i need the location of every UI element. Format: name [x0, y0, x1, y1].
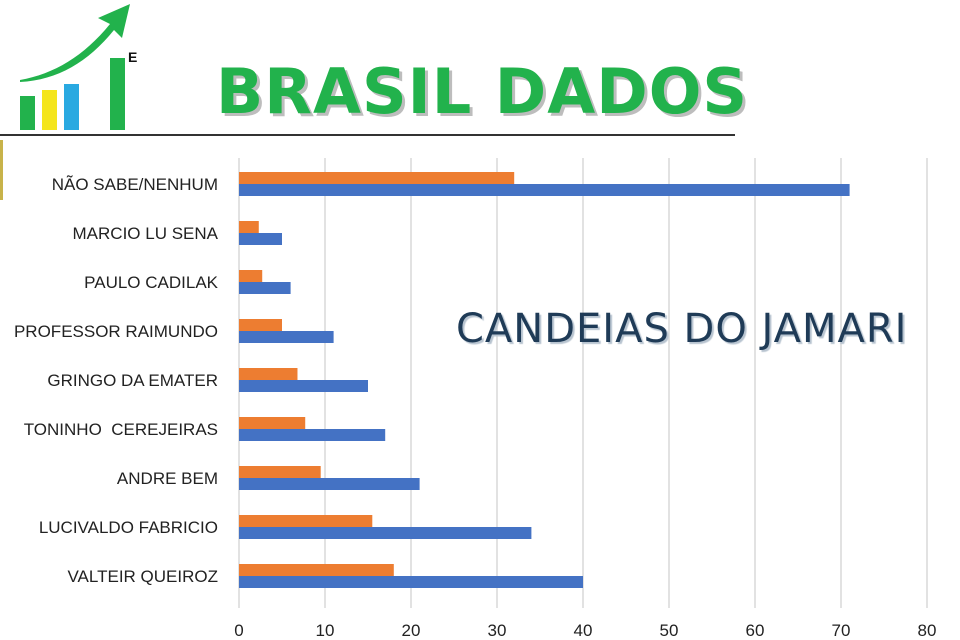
category-label: LUCIVALDO FABRICIO: [39, 518, 218, 537]
logo-bar-1: [20, 96, 35, 130]
bar: [239, 331, 334, 343]
x-tick-label: 30: [488, 621, 507, 640]
left-accent-bar: [0, 140, 3, 200]
bar: [239, 184, 850, 196]
logo-bar-4: [110, 58, 125, 130]
x-tick-label: 60: [746, 621, 765, 640]
category-label: PAULO CADILAK: [84, 273, 219, 292]
logo-letter: E: [128, 49, 137, 65]
x-tick-label: 20: [402, 621, 421, 640]
x-tick-label: 40: [574, 621, 593, 640]
bar-chart: NÃO SABE/NENHUM MARCIO LU SENA PAULO CADIL…: [14, 158, 936, 640]
bar: [239, 576, 583, 588]
x-tick-label: 0: [234, 621, 243, 640]
chart-caption: CANDEIAS DO JAMARI: [456, 306, 908, 352]
category-label: VALTEIR QUEIROZ: [67, 567, 218, 586]
bar: [239, 429, 386, 441]
x-tick-label: 80: [918, 621, 937, 640]
bars: [239, 172, 850, 588]
logo-bar-2: [42, 90, 57, 130]
bar: [239, 515, 373, 527]
bar: [239, 221, 259, 233]
category-label: TONINHO CEREJEIRAS: [24, 420, 218, 439]
bar: [239, 233, 282, 245]
header: E BRASIL DADOS: [0, 0, 960, 140]
x-tick-label: 50: [660, 621, 679, 640]
header-divider: [0, 134, 735, 136]
category-label: PROFESSOR RAIMUNDO: [14, 322, 218, 341]
category-label: NÃO SABE/NENHUM: [52, 175, 218, 194]
x-tick-labels: 0 10 20 30 40 50 60 70 80: [234, 621, 936, 640]
category-label: ANDRE BEM: [117, 469, 218, 488]
x-tick-label: 70: [832, 621, 851, 640]
category-label: GRINGO DA EMATER: [47, 371, 218, 390]
bar: [239, 319, 282, 331]
bar: [239, 368, 298, 380]
bar: [239, 466, 321, 478]
logo-bar-3: [64, 84, 79, 130]
bar: [239, 417, 306, 429]
x-tick-label: 10: [316, 621, 335, 640]
bar: [239, 172, 515, 184]
brand-title: BRASIL DADOS: [216, 55, 749, 128]
growth-chart-logo-icon: E: [20, 4, 137, 130]
category-label: MARCIO LU SENA: [73, 224, 219, 243]
bar: [239, 527, 532, 539]
bar: [239, 564, 394, 576]
bar: [239, 282, 291, 294]
bar: [239, 478, 420, 490]
bar: [239, 380, 368, 392]
category-labels: NÃO SABE/NENHUM MARCIO LU SENA PAULO CADIL…: [14, 175, 219, 586]
bar: [239, 270, 263, 282]
logo-arrow: [20, 4, 130, 82]
